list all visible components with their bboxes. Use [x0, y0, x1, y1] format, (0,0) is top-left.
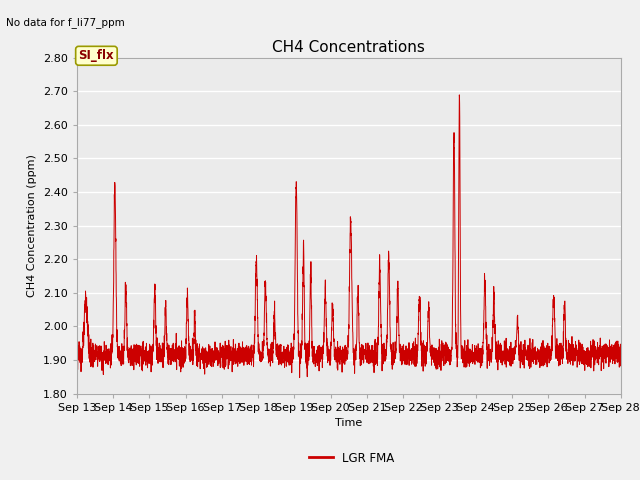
- Title: CH4 Concentrations: CH4 Concentrations: [273, 40, 425, 55]
- Y-axis label: CH4 Concentration (ppm): CH4 Concentration (ppm): [28, 154, 37, 297]
- Text: SI_flx: SI_flx: [79, 49, 114, 62]
- Legend: LGR FMA: LGR FMA: [305, 447, 399, 469]
- Text: No data for f_li77_ppm: No data for f_li77_ppm: [6, 17, 125, 28]
- X-axis label: Time: Time: [335, 418, 362, 428]
